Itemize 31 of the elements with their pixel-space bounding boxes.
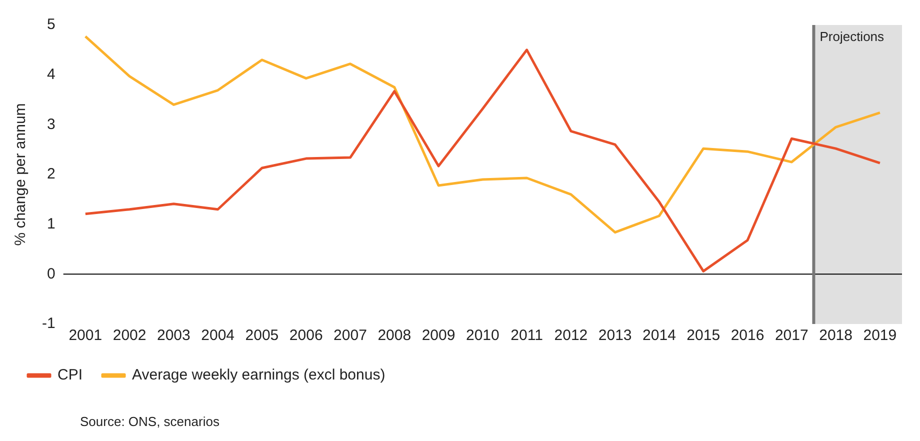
y-tick-label: 1 xyxy=(46,215,56,232)
x-tick-label: 2008 xyxy=(378,327,412,344)
source-note: Source: ONS, scenarios xyxy=(80,414,220,430)
x-tick-label: 2007 xyxy=(334,327,367,344)
y-tick-label: 4 xyxy=(46,66,56,83)
x-tick-label: 2013 xyxy=(598,327,632,344)
x-tick-label: 2011 xyxy=(510,327,543,344)
x-tick-label: 2018 xyxy=(819,327,852,344)
y-tick-label: 3 xyxy=(46,116,56,133)
band-label: Projections xyxy=(820,29,885,44)
y-tick-label: 0 xyxy=(46,265,56,282)
x-tick-label: 2009 xyxy=(422,327,456,344)
legend-label: Average weekly earnings (excl bonus) xyxy=(132,366,386,384)
y-tick-label: -1 xyxy=(42,315,56,332)
x-tick-label: 2017 xyxy=(774,327,808,344)
x-tick-label: 2001 xyxy=(68,327,102,344)
x-tick-label: 2006 xyxy=(289,327,323,344)
x-tick-label: 2015 xyxy=(686,327,720,344)
x-tick-label: 2010 xyxy=(466,327,500,344)
x-tick-label: 2014 xyxy=(642,327,676,344)
x-tick-label: 2005 xyxy=(245,327,279,344)
y-axis-title: % change per annum xyxy=(12,103,30,246)
x-tick-label: 2002 xyxy=(112,327,146,344)
y-tick-label: 5 xyxy=(46,16,56,34)
x-tick-label: 2016 xyxy=(730,327,764,344)
x-tick-label: 2012 xyxy=(554,327,588,344)
x-tick-label: 2003 xyxy=(157,327,190,344)
x-tick-label: 2019 xyxy=(863,327,897,344)
y-tick-label: 2 xyxy=(46,166,56,183)
legend-label: CPI xyxy=(58,366,83,384)
x-tick-label: 2004 xyxy=(201,327,235,344)
